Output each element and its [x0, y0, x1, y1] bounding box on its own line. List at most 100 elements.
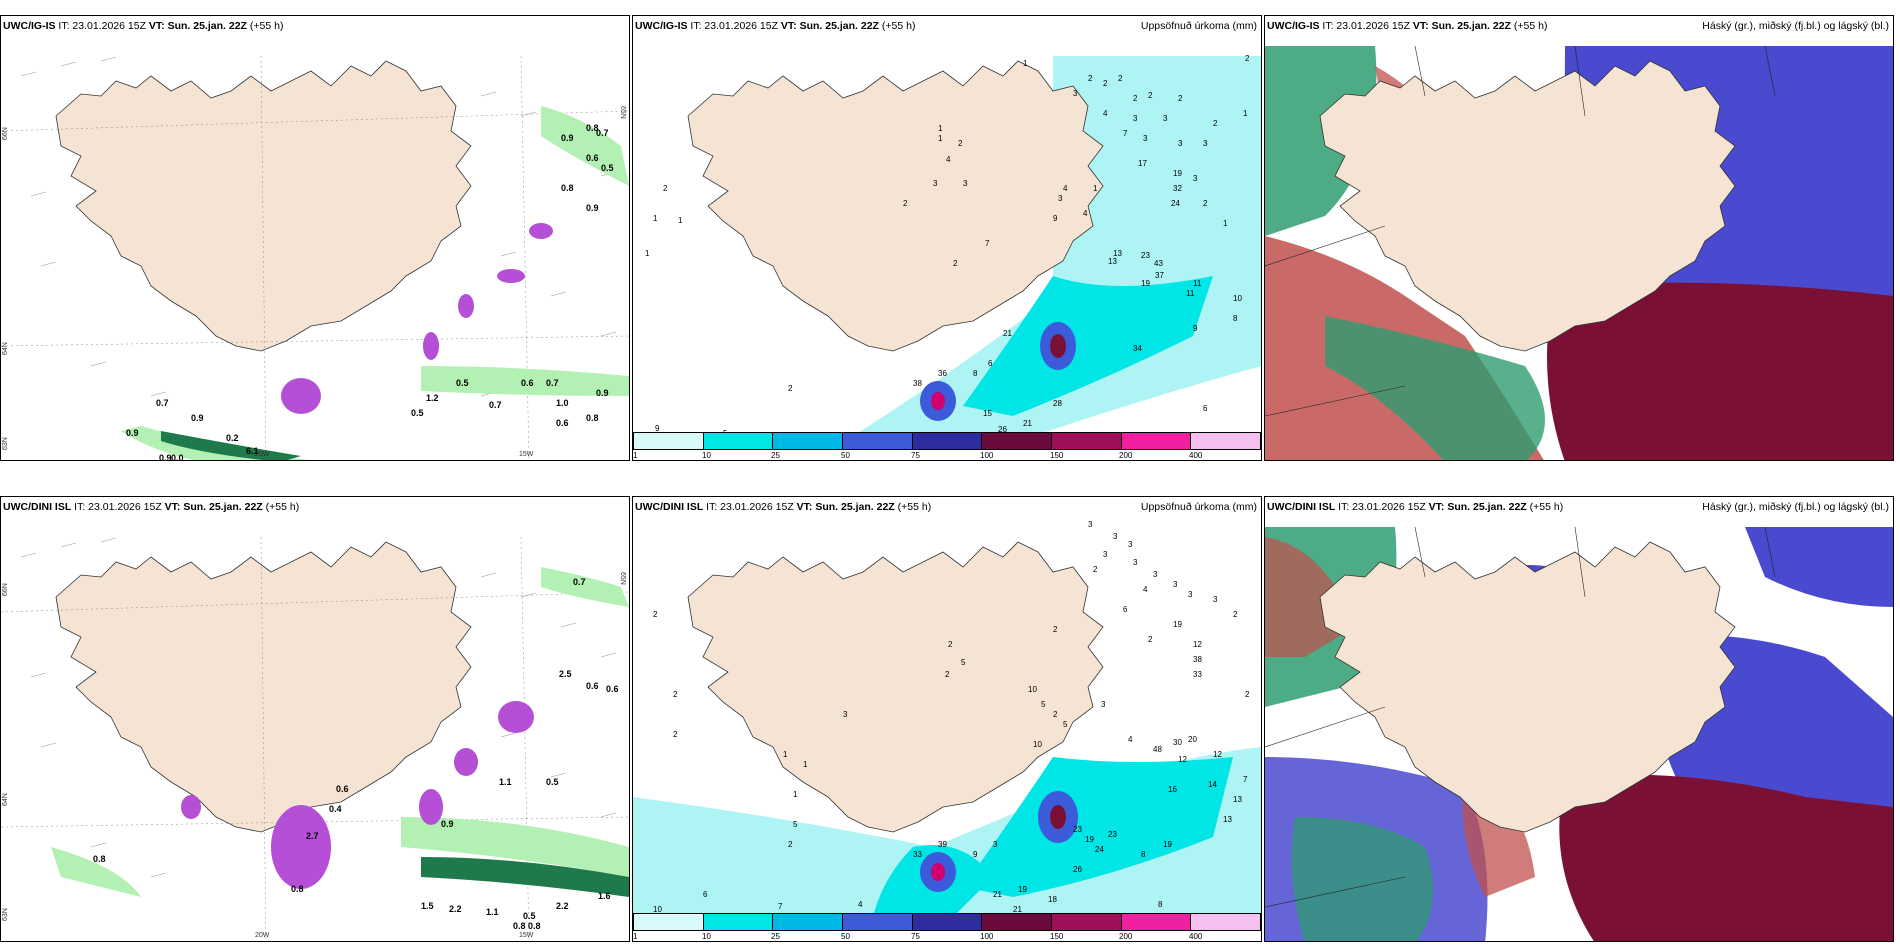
value-label: 5 — [793, 820, 798, 829]
wind-panel-top: UWC/IG-IS IT: 23.01.2026 15Z VT: Sun. 25… — [0, 15, 630, 461]
cloud-panel-bottom: UWC/DINI ISL IT: 23.01.2026 15Z VT: Sun.… — [1264, 496, 1894, 942]
value-label: 2 — [1053, 710, 1058, 719]
value-label: 33 — [1193, 670, 1202, 679]
wind-values: 0.7 2.5 0.6 0.6 0.5 1.1 0.6 0.4 2.7 0.8 … — [93, 577, 619, 931]
panel-header: UWC/DINI ISL IT: 23.01.2026 15Z VT: Sun.… — [1265, 497, 1893, 517]
valid-time: VT: Sun. 25.jan. 22Z — [1428, 501, 1527, 513]
value-label: 0.8 — [586, 123, 599, 133]
value-label: 1.0 — [556, 398, 569, 408]
precip-purple-cells — [181, 701, 534, 889]
value-label: 2 — [1245, 54, 1250, 63]
value-label: 2 — [1103, 79, 1108, 88]
value-label: 3 — [933, 179, 938, 188]
panel-header: UWC/DINI ISL IT: 23.01.2026 15Z VT: Sun.… — [633, 497, 1261, 517]
value-label: 9 — [655, 424, 660, 433]
value-label: 3 — [843, 710, 848, 719]
lead-time: (+55 h) — [1513, 20, 1548, 32]
precip-green-bands — [121, 106, 629, 460]
value-label: 30 — [1173, 738, 1182, 747]
value-label: 0.9 — [441, 819, 454, 829]
colorbar-tick: 50 — [841, 932, 850, 941]
value-label: 2.5 — [559, 669, 572, 679]
value-label: 13 — [1223, 815, 1232, 824]
value-label: 23 — [1073, 825, 1082, 834]
value-label: 0.9 — [586, 203, 599, 213]
value-label: 4 — [1083, 209, 1088, 218]
value-label: 10 — [1033, 740, 1042, 749]
value-label: 14 — [1208, 780, 1217, 789]
init-time: IT: 23.01.2026 15Z — [58, 20, 146, 32]
value-label: 1 — [678, 216, 683, 225]
value-label: 21 — [1013, 905, 1022, 914]
value-label: 2 — [1088, 74, 1093, 83]
wind-barbs — [20, 537, 617, 878]
precip-purple-cells — [281, 223, 553, 414]
value-label: 2.7 — [306, 831, 319, 841]
value-label: 8 — [1233, 314, 1238, 323]
value-label: 19 — [1018, 885, 1027, 894]
value-label: 1.6 — [598, 891, 611, 901]
lon-label: 15W — [519, 932, 534, 939]
value-label: 1 — [803, 760, 808, 769]
value-label: 33 — [913, 850, 922, 859]
value-label: 2 — [673, 690, 678, 699]
value-label: 0.8 — [513, 921, 526, 931]
value-label: 0.2 — [226, 433, 239, 443]
value-label: 3 — [1073, 89, 1078, 98]
value-label: 0.7 — [489, 400, 502, 410]
value-label: 36 — [938, 369, 947, 378]
value-label: 0.7 — [546, 378, 559, 388]
lead-time: (+55 h) — [881, 20, 916, 32]
lat-label: 63N — [2, 437, 9, 450]
value-label: 2 — [788, 840, 793, 849]
value-label: 5 — [1063, 720, 1068, 729]
init-time: IT: 23.01.2026 15Z — [1338, 501, 1426, 513]
lead-time: (+55 h) — [249, 20, 284, 32]
value-label: 5 — [961, 658, 966, 667]
lead-time: (+55 h) — [897, 501, 932, 513]
colorbar-swatches — [633, 913, 1261, 931]
value-label: 6 — [988, 359, 993, 368]
value-label: 24 — [1095, 845, 1104, 854]
value-label: 10 — [1233, 294, 1242, 303]
value-label: 2 — [948, 640, 953, 649]
value-label: 2 — [1245, 690, 1250, 699]
value-label: 3 — [963, 179, 968, 188]
lat-label: 64N — [2, 342, 9, 355]
value-label: 1 — [793, 790, 798, 799]
lat-label: 64N — [2, 793, 9, 806]
lat-label: 65N — [619, 106, 626, 119]
model-name: UWC/IG-IS — [3, 20, 56, 32]
lat-label: 65N — [619, 572, 626, 585]
colorbar-tick: 75 — [911, 932, 920, 941]
value-label: 1 — [938, 134, 943, 143]
value-label: 0.6 — [606, 684, 619, 694]
value-label: 0.7 — [596, 128, 609, 138]
value-label: 0.5 — [456, 378, 469, 388]
colorbar-swatch — [982, 914, 1053, 930]
colorbar-swatch — [912, 914, 983, 930]
value-label: 17 — [1138, 159, 1147, 168]
value-label: 0.6 — [586, 153, 599, 163]
colorbar-tick: 150 — [1050, 451, 1064, 460]
value-label: 1.2 — [426, 393, 439, 403]
init-time: IT: 23.01.2026 15Z — [74, 501, 162, 513]
colorbar-swatch — [633, 914, 704, 930]
lat-lon-labels: 66N 64N 63N 65N 20W 15W — [2, 106, 626, 458]
value-label: 1 — [938, 124, 943, 133]
value-label: 0.8 — [561, 183, 574, 193]
value-label: 2.2 — [449, 904, 462, 914]
value-label: 3 — [1103, 550, 1108, 559]
panel-header: UWC/IG-IS IT: 23.01.2026 15Z VT: Sun. 25… — [1265, 16, 1893, 36]
colorbar-swatch — [982, 433, 1053, 449]
value-label: 19 — [1173, 169, 1182, 178]
value-label: 4 — [1128, 735, 1133, 744]
value-label: 3 — [1113, 532, 1118, 541]
value-label: 2 — [1213, 119, 1218, 128]
value-label: 2.2 — [556, 901, 569, 911]
value-label: 6.1 — [246, 446, 259, 456]
value-label: 4 — [946, 155, 951, 164]
precip-green-bands — [51, 567, 629, 897]
colorbar-tick: 10 — [702, 451, 711, 460]
value-label: 0.4 — [329, 804, 342, 814]
